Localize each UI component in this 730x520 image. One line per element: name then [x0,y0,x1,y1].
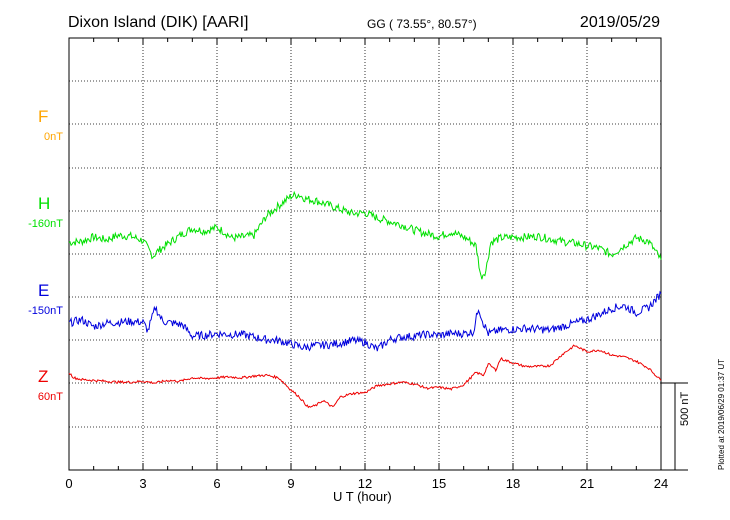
x-tick-label: 21 [579,476,595,491]
channel-baseline-e: -150nT [28,305,63,317]
channel-baseline-f: 0nT [44,131,63,143]
x-tick-label: 15 [431,476,447,491]
x-tick-label: 9 [287,476,295,491]
series-layer [68,190,662,409]
grid [69,38,661,470]
station-title: Dixon Island (DIK) [AARI] [68,14,249,31]
channel-name-z: Z [38,367,49,386]
x-tick-label: 0 [65,476,73,491]
scale-bar [661,382,688,471]
series-line-h [68,190,662,280]
channel-baseline-z: 60nT [37,391,63,403]
x-tick-label: 3 [139,476,147,491]
plotted-timestamp: Plotted at 2019/06/29 01:37 UT [717,358,726,470]
channel-baseline-h: -160nT [28,218,63,230]
date-label: 2019/05/29 [579,14,660,31]
channel-name-f: F [38,107,49,126]
x-tick-label: 12 [357,476,373,491]
x-tick-label: 24 [653,476,669,491]
x-axis-label: U T (hour) [333,489,392,504]
x-ticks [68,38,662,470]
series-line-z [68,344,662,409]
scale-bar-label: 500 nT [679,391,691,426]
coordinates-label: GG ( 73.55°, 80.57°) [367,17,477,31]
channel-name-e: E [38,281,50,300]
series-line-e [68,290,662,352]
x-tick-label: 6 [213,476,221,491]
x-tick-label: 18 [505,476,521,491]
channel-name-h: H [38,194,51,213]
